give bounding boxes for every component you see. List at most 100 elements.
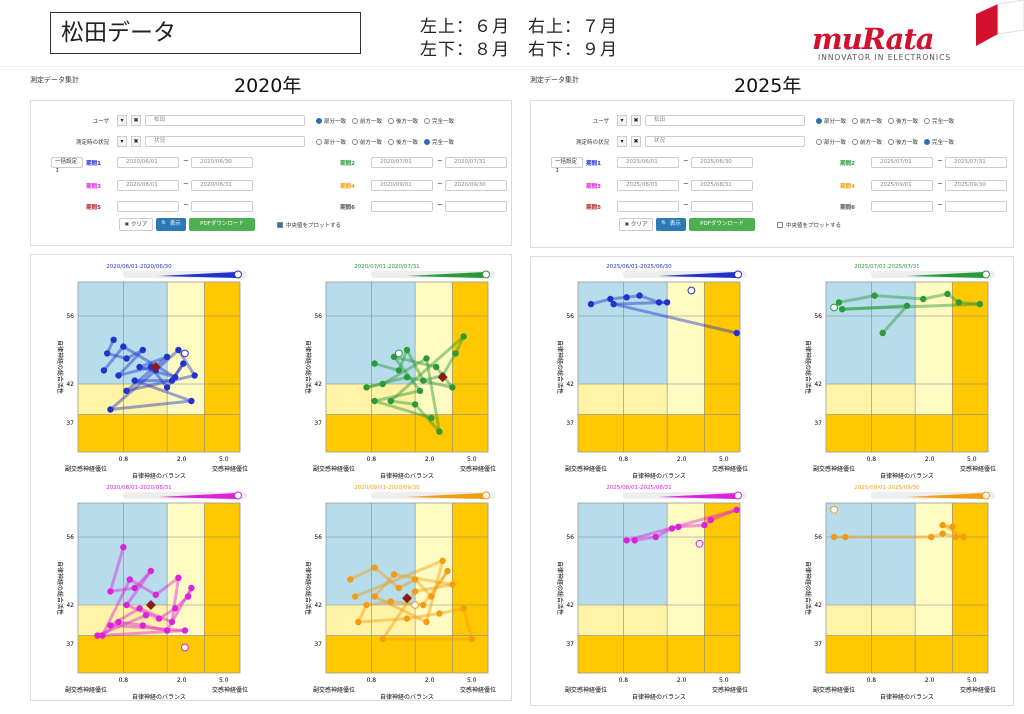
- median-marker: [437, 372, 448, 383]
- radio-option[interactable]: 前方一致: [852, 138, 882, 146]
- clear-x-icon[interactable]: ✖: [631, 136, 641, 147]
- data-point: [439, 557, 446, 564]
- radio-option[interactable]: 完全一致: [924, 117, 954, 125]
- center-checkbox[interactable]: 中央値をプロットする: [777, 221, 841, 229]
- period4-start-input[interactable]: 2025/09/01: [871, 180, 933, 191]
- condition-input[interactable]: 状況: [145, 136, 305, 147]
- chart-title: 2025/08/01-2025/08/31: [606, 485, 671, 491]
- radio-option[interactable]: 完全一致: [924, 138, 954, 146]
- radio-option[interactable]: 後方一致: [388, 138, 418, 146]
- data-point: [428, 414, 435, 422]
- period5-end-input[interactable]: [191, 201, 253, 212]
- x-tick-label: 0.8: [619, 677, 629, 684]
- period5-start-input[interactable]: [617, 201, 679, 212]
- period1-end-input[interactable]: 2025/06/30: [691, 157, 753, 168]
- radio-option[interactable]: 前方一致: [352, 138, 382, 146]
- period4-label: 期間4: [340, 184, 355, 190]
- data-point: [403, 615, 411, 622]
- radio-option[interactable]: 完全一致: [424, 138, 454, 146]
- trajectory-segment: [413, 578, 433, 598]
- period5-start-input[interactable]: [117, 201, 179, 212]
- period3-end-input[interactable]: 2025/08/31: [691, 180, 753, 191]
- trajectory-segment: [881, 304, 909, 335]
- x-right-label: 交感神経優位: [460, 465, 496, 473]
- period2-start-input[interactable]: 2025/07/01: [871, 157, 933, 168]
- radio-label: 前方一致: [360, 140, 383, 146]
- period6-start-input[interactable]: [371, 201, 433, 212]
- period6-end-input[interactable]: [945, 201, 1007, 212]
- period4-end-input[interactable]: 2020/09/30: [445, 180, 507, 191]
- pdf-download-button[interactable]: PDFダウンロード: [689, 218, 755, 231]
- condition-input[interactable]: 状況: [645, 136, 805, 147]
- user-input[interactable]: 松田: [645, 115, 805, 126]
- show-button[interactable]: 🔍 表示: [656, 218, 686, 231]
- period6-end-input[interactable]: [445, 201, 507, 212]
- sympathetic-zone: [952, 503, 988, 673]
- clear-x-icon[interactable]: ✖: [631, 115, 641, 126]
- clear-button[interactable]: ✖ クリア: [119, 218, 153, 231]
- period1-start-input[interactable]: 2020/06/01: [117, 157, 179, 168]
- radio-option[interactable]: 前方一致: [852, 117, 882, 125]
- radio-label: 後方一致: [396, 119, 419, 125]
- x-tick-label: 2.0: [677, 677, 687, 684]
- y-tick-label: 42: [566, 602, 574, 609]
- low-activity-zone: [826, 414, 953, 452]
- radio-option[interactable]: 部分一致: [816, 138, 846, 146]
- x-left-label: 副交感神経優位: [313, 686, 355, 694]
- period1-label: 期間1: [86, 161, 101, 167]
- period3-start-input[interactable]: 2025/08/01: [617, 180, 679, 191]
- radio-option[interactable]: 前方一致: [352, 117, 382, 125]
- radio-option[interactable]: 部分一致: [816, 117, 846, 125]
- data-point: [839, 306, 846, 313]
- center-checkbox[interactable]: 中央値をプロットする: [277, 221, 341, 229]
- clear-x-icon[interactable]: ✖: [131, 115, 141, 126]
- trajectory-segment: [612, 302, 739, 335]
- dropdown-icon[interactable]: ▾: [617, 115, 627, 126]
- period3-end-input[interactable]: 2020/08/31: [191, 180, 253, 191]
- dropdown-icon[interactable]: ▾: [117, 115, 127, 126]
- dropdown-icon[interactable]: ▾: [117, 136, 127, 147]
- radio-option[interactable]: 部分一致: [316, 117, 346, 125]
- radio-option[interactable]: 後方一致: [888, 117, 918, 125]
- y-tick-label: 56: [566, 534, 574, 541]
- radio-option[interactable]: 完全一致: [424, 117, 454, 125]
- period1-start-input[interactable]: 2025/06/01: [617, 157, 679, 168]
- period2-end-input[interactable]: 2020/07/31: [445, 157, 507, 168]
- trajectory-segment: [389, 399, 417, 406]
- parasympathetic-zone: [578, 503, 668, 605]
- period4-start-input[interactable]: 2020/09/01: [371, 180, 433, 191]
- period3-start-input[interactable]: 2020/08/01: [117, 180, 179, 191]
- period4-end-input[interactable]: 2025/09/30: [945, 180, 1007, 191]
- radio-label: 完全一致: [932, 140, 955, 146]
- low-zone: [78, 605, 168, 636]
- panel-title: 測定データ集計: [30, 76, 79, 84]
- trajectory-segment: [117, 365, 153, 377]
- user-input[interactable]: 松田: [145, 115, 305, 126]
- dropdown-icon[interactable]: ▾: [617, 136, 627, 147]
- chart-title: 2020/09/01-2020/09/30: [354, 485, 420, 491]
- period2-start-input[interactable]: 2020/07/01: [371, 157, 433, 168]
- data-point: [131, 584, 138, 592]
- plot-border: [325, 502, 489, 674]
- radio-option[interactable]: 後方一致: [888, 138, 918, 146]
- batch-set-button[interactable]: 一括設定 ↕: [51, 157, 83, 174]
- x-left-label: 副交感神経優位: [65, 686, 107, 694]
- clear-button[interactable]: ✖ クリア: [619, 218, 653, 231]
- condition-match-radios: 部分一致 前方一致 後方一致 完全一致: [816, 138, 954, 146]
- radio-option[interactable]: 後方一致: [388, 117, 418, 125]
- period5-end-input[interactable]: [691, 201, 753, 212]
- data-point: [172, 605, 179, 612]
- clear-x-icon[interactable]: ✖: [131, 136, 141, 147]
- period6-start-input[interactable]: [871, 201, 933, 212]
- radio-option[interactable]: 部分一致: [316, 138, 346, 146]
- data-point: [636, 292, 643, 299]
- period2-end-input[interactable]: 2025/07/31: [945, 157, 1007, 168]
- show-button[interactable]: 🔍 表示: [156, 218, 186, 231]
- pdf-download-button[interactable]: PDFダウンロード: [189, 218, 255, 231]
- header-divider: [0, 66, 1024, 67]
- x-tick-label: 5.0: [219, 456, 229, 463]
- batch-set-button[interactable]: 一括設定 ↕: [551, 157, 583, 174]
- sympathetic-zone: [452, 503, 488, 673]
- period1-end-input[interactable]: 2020/06/30: [191, 157, 253, 168]
- y-tick-label: 37: [814, 420, 822, 427]
